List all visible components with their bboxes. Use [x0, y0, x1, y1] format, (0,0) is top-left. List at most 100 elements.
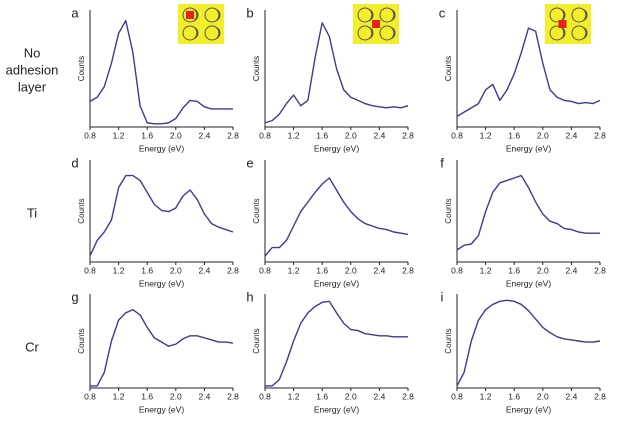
x-tick-label: 2.8: [402, 391, 414, 401]
x-tick-label: 2.8: [594, 265, 606, 275]
inset-shadow: [559, 8, 566, 22]
x-tick-label: 1.2: [288, 391, 300, 401]
panel-letter: c: [439, 5, 446, 20]
spectrum-line: [456, 27, 601, 117]
inset: [353, 4, 399, 44]
x-tick-label: 2.4: [198, 130, 210, 140]
inset-marker: [186, 11, 194, 19]
x-tick-label: 2.4: [565, 130, 577, 140]
x-tick-label: 0.8: [84, 130, 96, 140]
y-axis-label: Counts: [77, 198, 86, 223]
x-tick-label: 0.8: [451, 265, 463, 275]
x-tick-label: 1.2: [113, 130, 125, 140]
x-axis-label: Energy (eV): [314, 143, 360, 153]
x-tick-label: 2.4: [198, 391, 210, 401]
x-tick-label: 2.8: [402, 130, 414, 140]
x-tick-label: 0.8: [84, 265, 96, 275]
x-tick-label: 2.0: [537, 265, 549, 275]
x-tick-label: 2.4: [373, 391, 385, 401]
x-tick-label: 2.4: [373, 130, 385, 140]
y-axis-label: Counts: [444, 198, 453, 223]
y-axis-label: Counts: [252, 198, 261, 223]
y-axis-label: Counts: [252, 56, 261, 81]
x-axis-label: Energy (eV): [139, 404, 185, 414]
x-tick-label: 1.2: [113, 391, 125, 401]
inset-shadow: [214, 26, 221, 40]
inset-shadow: [581, 8, 588, 22]
x-axis-label: Energy (eV): [139, 278, 185, 288]
x-axis-label: Energy (eV): [506, 278, 552, 288]
x-axis-label: Energy (eV): [506, 143, 552, 153]
spectrum-line: [456, 299, 601, 387]
panel-letter: b: [246, 5, 253, 20]
x-tick-label: 2.4: [565, 265, 577, 275]
x-tick-label: 1.6: [508, 391, 520, 401]
x-axis-label: Energy (eV): [506, 404, 552, 414]
y-axis-label: Counts: [444, 56, 453, 81]
panel-letter: a: [71, 5, 79, 20]
inset-shadow: [559, 26, 566, 40]
inset-shadow: [389, 8, 396, 22]
x-tick-label: 1.2: [480, 130, 492, 140]
inset-marker: [372, 20, 380, 28]
x-tick-label: 1.6: [141, 391, 153, 401]
panel-letter: f: [440, 155, 444, 170]
y-axis-label: Counts: [77, 328, 86, 353]
spectrum-line: [264, 177, 409, 257]
x-tick-label: 0.8: [259, 391, 271, 401]
x-tick-label: 2.8: [594, 391, 606, 401]
inset-shadow: [581, 26, 588, 40]
inset-shadow: [367, 26, 374, 40]
x-tick-label: 2.0: [170, 265, 182, 275]
x-tick-label: 1.6: [141, 130, 153, 140]
x-tick-label: 0.8: [259, 130, 271, 140]
spectrum-line: [264, 22, 409, 124]
x-axis-label: Energy (eV): [314, 278, 360, 288]
x-tick-label: 1.6: [508, 130, 520, 140]
x-tick-label: 2.0: [537, 130, 549, 140]
inset-shadow: [192, 26, 199, 40]
y-axis-label: Counts: [252, 328, 261, 353]
inset-marker: [558, 20, 567, 28]
inset-shadow: [192, 8, 199, 22]
spectrum-line: [89, 174, 234, 257]
x-tick-label: 2.8: [594, 130, 606, 140]
x-tick-label: 2.0: [345, 265, 357, 275]
spectrum-line: [89, 19, 233, 125]
panel-letter: d: [71, 155, 78, 170]
x-tick-label: 1.2: [480, 265, 492, 275]
x-tick-label: 1.2: [288, 130, 300, 140]
inset-shadow: [367, 8, 374, 22]
inset-shadow: [214, 8, 221, 22]
x-tick-label: 2.8: [227, 265, 239, 275]
panel-letter: e: [246, 155, 253, 170]
x-tick-label: 1.6: [316, 391, 328, 401]
x-tick-label: 2.0: [170, 391, 182, 401]
inset-shadow: [389, 26, 396, 40]
spectrum-line: [90, 308, 234, 387]
y-axis-label: Counts: [444, 328, 453, 353]
x-tick-label: 2.8: [227, 391, 239, 401]
x-tick-label: 2.0: [537, 391, 549, 401]
x-tick-label: 2.0: [345, 391, 357, 401]
x-tick-label: 2.8: [227, 130, 239, 140]
row-label: Cr: [25, 339, 39, 355]
x-tick-label: 2.0: [170, 130, 182, 140]
x-tick-label: 1.6: [316, 265, 328, 275]
x-tick-label: 1.6: [508, 265, 520, 275]
x-tick-label: 1.2: [288, 265, 300, 275]
row-label: Ti: [26, 205, 38, 221]
panel-letter: i: [441, 289, 444, 304]
inset: [545, 4, 591, 44]
y-axis-label: Counts: [77, 56, 86, 81]
x-tick-label: 1.6: [141, 265, 153, 275]
x-tick-label: 2.4: [373, 265, 385, 275]
x-tick-label: 0.8: [451, 130, 463, 140]
x-tick-label: 1.2: [113, 265, 125, 275]
x-tick-label: 0.8: [84, 391, 96, 401]
spectrum-line: [456, 174, 600, 251]
x-tick-label: 2.4: [198, 265, 210, 275]
inset: [178, 4, 224, 44]
